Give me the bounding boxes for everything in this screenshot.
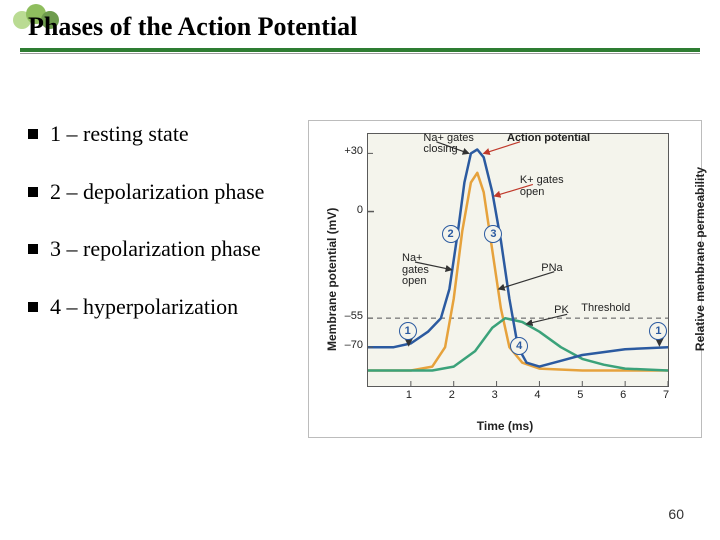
- y-tick-label: +30: [344, 145, 363, 157]
- chart-annotation: Action potential: [507, 133, 590, 145]
- chart-annotation: PK: [554, 305, 569, 317]
- y-tick-label: 0: [357, 204, 363, 216]
- x-tick-label: 5: [577, 389, 583, 401]
- y-tick-label: –70: [345, 339, 363, 351]
- bullet-icon: [28, 187, 38, 197]
- bullet-icon: [28, 129, 38, 139]
- bullet-text: 4 – hyperpolarization: [50, 293, 288, 321]
- bullet-text: 2 – depolarization phase: [50, 178, 288, 206]
- bullet-item: 1 – resting state: [28, 120, 288, 148]
- action-potential-chart: Membrane potential (mV) Relative membran…: [308, 120, 702, 438]
- title-underline: [20, 48, 700, 54]
- phase-marker: 1: [399, 322, 417, 340]
- bullet-text: 1 – resting state: [50, 120, 288, 148]
- x-tick-label: 3: [492, 389, 498, 401]
- bullet-item: 4 – hyperpolarization: [28, 293, 288, 321]
- page-title: Phases of the Action Potential: [28, 12, 357, 42]
- chart-annotation: K+ gatesopen: [520, 175, 564, 198]
- y-axis-label: Membrane potential (mV): [325, 208, 339, 351]
- bullet-icon: [28, 302, 38, 312]
- bullet-item: 2 – depolarization phase: [28, 178, 288, 206]
- x-tick-label: 2: [449, 389, 455, 401]
- x-axis-label: Time (ms): [309, 419, 701, 433]
- x-tick-label: 6: [620, 389, 626, 401]
- bullet-icon: [28, 244, 38, 254]
- y2-axis-label: Relative membrane permeability: [693, 167, 707, 351]
- phase-marker: 2: [442, 225, 460, 243]
- x-tick-label: 1: [406, 389, 412, 401]
- chart-annotation: Na+gatesopen: [402, 253, 429, 288]
- bullet-list: 1 – resting state 2 – depolarization pha…: [28, 120, 288, 350]
- x-tick-label: 7: [663, 389, 669, 401]
- bullet-item: 3 – repolarization phase: [28, 235, 288, 263]
- x-tick-label: 4: [534, 389, 540, 401]
- page-number: 60: [668, 506, 684, 522]
- y-tick-label: –55: [345, 310, 363, 322]
- chart-annotation: PNa: [541, 263, 562, 275]
- chart-annotation: Na+ gatesclosing: [423, 133, 473, 156]
- bullet-text: 3 – repolarization phase: [50, 235, 288, 263]
- threshold-label: Threshold: [581, 303, 630, 315]
